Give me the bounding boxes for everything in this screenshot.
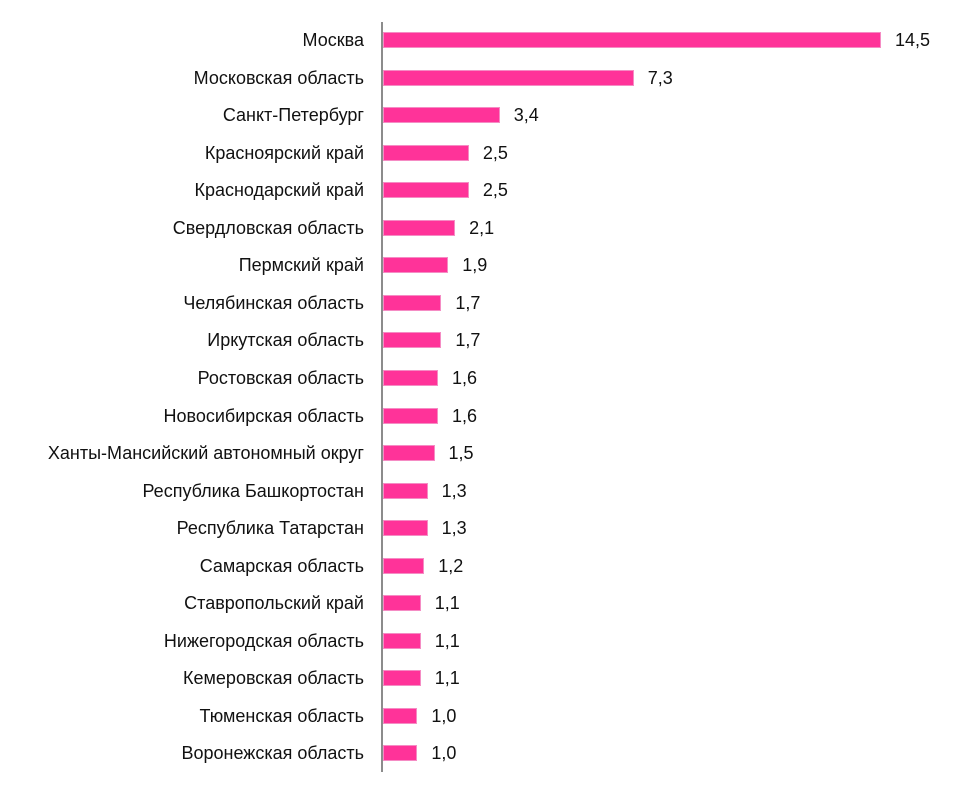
value-label: 1,6 <box>451 405 477 426</box>
bar-row: Челябинская область 1,7 <box>0 293 957 313</box>
value-label: 2,1 <box>469 217 495 238</box>
bar <box>383 107 500 124</box>
value-label: 2,5 <box>482 180 508 201</box>
bar <box>383 745 418 762</box>
value-label: 1,3 <box>441 480 467 501</box>
bar-row: Республика Татарстан 1,3 <box>0 518 957 538</box>
value-label: 3,4 <box>513 105 539 126</box>
bar-row: Воронежская область 1,0 <box>0 743 957 763</box>
category-label: Свердловская область <box>172 217 364 238</box>
bar <box>383 257 449 274</box>
category-label: Республика Татарстан <box>176 518 364 539</box>
bar <box>383 332 442 349</box>
bar-row: Краснодарский край 2,5 <box>0 180 957 200</box>
category-label: Кемеровская область <box>183 668 364 689</box>
bar-row: Кемеровская область 1,1 <box>0 668 957 688</box>
bar <box>383 369 438 386</box>
value-label: 1,7 <box>455 292 481 313</box>
bar <box>383 407 438 424</box>
category-label: Республика Башкортостан <box>142 480 364 501</box>
bar-row: Ставропольский край 1,1 <box>0 593 957 613</box>
category-label: Красноярский край <box>204 142 364 163</box>
category-label: Новосибирская область <box>163 405 365 426</box>
bar-row: Ханты-Мансийский автономный округ 1,5 <box>0 443 957 463</box>
value-label: 7,3 <box>647 67 673 88</box>
value-label: 1,1 <box>434 593 460 614</box>
bar-row: Красноярский край 2,5 <box>0 143 957 163</box>
category-label: Воронежская область <box>181 743 364 764</box>
value-label: 2,5 <box>482 142 508 163</box>
bar-row: Пермский край 1,9 <box>0 255 957 275</box>
category-label: Нижегородская область <box>163 630 364 651</box>
value-label: 1,1 <box>434 630 460 651</box>
value-label: 14,5 <box>895 30 931 50</box>
bar <box>383 670 421 687</box>
bar-row: Нижегородская область 1,1 <box>0 631 957 651</box>
value-label: 1,2 <box>438 555 464 576</box>
bar <box>383 182 469 199</box>
bar <box>383 632 421 649</box>
bar-row: Новосибирская область 1,6 <box>0 406 957 426</box>
value-label: 1,1 <box>434 668 460 689</box>
bar <box>383 294 442 311</box>
value-label: 1,0 <box>431 743 457 764</box>
value-label: 1,3 <box>441 518 467 539</box>
bar <box>383 595 421 612</box>
bar <box>383 557 425 574</box>
bar-row: Санкт-Петербург 3,4 <box>0 105 957 125</box>
category-label: Тюменская область <box>199 705 364 726</box>
bar <box>383 707 418 724</box>
category-label: Иркутская область <box>207 330 364 351</box>
value-label: 1,5 <box>448 443 474 464</box>
bar <box>383 144 469 161</box>
bar-row: Тюменская область 1,0 <box>0 706 957 726</box>
bar-row: Московская область 7,3 <box>0 68 957 88</box>
bar <box>383 219 456 236</box>
category-label: Ханты-Мансийский автономный округ <box>47 443 364 464</box>
category-axis-line <box>381 22 383 772</box>
category-label: Ростовская область <box>197 367 364 388</box>
category-label: Пермский край <box>238 255 364 276</box>
bar <box>383 520 428 537</box>
value-label: 1,0 <box>431 705 457 726</box>
bar-row: Свердловская область 2,1 <box>0 218 957 238</box>
bar-row: Самарская область 1,2 <box>0 556 957 576</box>
category-label: Самарская область <box>199 555 364 576</box>
bar <box>383 482 428 499</box>
value-label: 1,7 <box>455 330 481 351</box>
value-label: 1,6 <box>451 367 477 388</box>
category-label: Москва <box>302 30 364 50</box>
bar <box>383 445 435 462</box>
category-label: Челябинская область <box>183 292 364 313</box>
bar-row: Москва 14,5 <box>0 30 957 50</box>
bar-row: Иркутская область 1,7 <box>0 330 957 350</box>
bar-row: Республика Башкортостан 1,3 <box>0 481 957 501</box>
category-label: Санкт-Петербург <box>222 105 364 126</box>
category-label: Краснодарский край <box>194 180 364 201</box>
bar-row: Ростовская область 1,6 <box>0 368 957 388</box>
bar <box>383 32 881 48</box>
category-label: Ставропольский край <box>184 593 364 614</box>
value-label: 1,9 <box>462 255 488 276</box>
category-label: Московская область <box>193 67 364 88</box>
bar <box>383 69 634 86</box>
